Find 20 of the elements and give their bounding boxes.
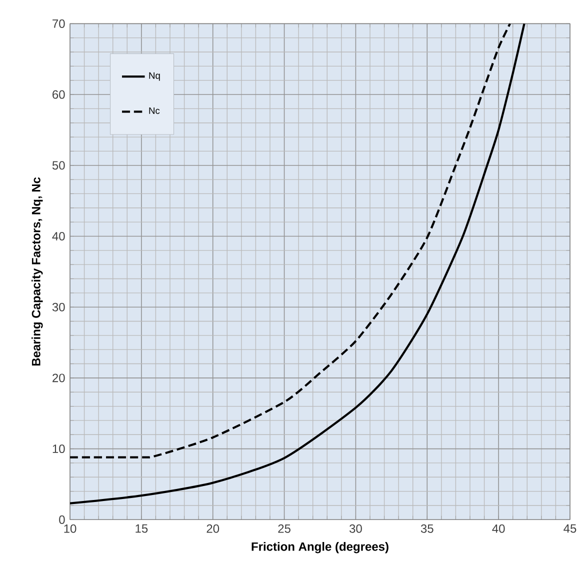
- legend-label: Nc: [149, 107, 160, 114]
- x-tick-label: 35: [420, 524, 434, 533]
- x-tick-label: 20: [206, 524, 220, 533]
- x-axis-title: Friction Angle (degrees): [252, 542, 388, 554]
- y-tick-label: 40: [52, 232, 65, 240]
- y-tick-label: 20: [52, 374, 65, 382]
- x-tick-label: 10: [64, 524, 76, 533]
- y-tick-label: 10: [52, 444, 65, 454]
- x-tick-label: 25: [278, 524, 290, 533]
- x-tick-label: 30: [350, 524, 362, 533]
- y-tick-label: 0: [59, 515, 65, 524]
- y-axis-title: Bearing Capacity Factors, Nq, Nc: [32, 177, 43, 366]
- legend-label: Nq: [149, 72, 160, 81]
- y-tick-label: 50: [52, 161, 65, 170]
- y-tick-label: 70: [52, 19, 65, 28]
- y-tick-label: 60: [52, 90, 65, 99]
- x-tick-label: 40: [492, 524, 505, 533]
- x-tick-label: 15: [136, 524, 148, 533]
- x-tick-label: 45: [564, 524, 576, 533]
- y-tick-label: 30: [52, 302, 65, 312]
